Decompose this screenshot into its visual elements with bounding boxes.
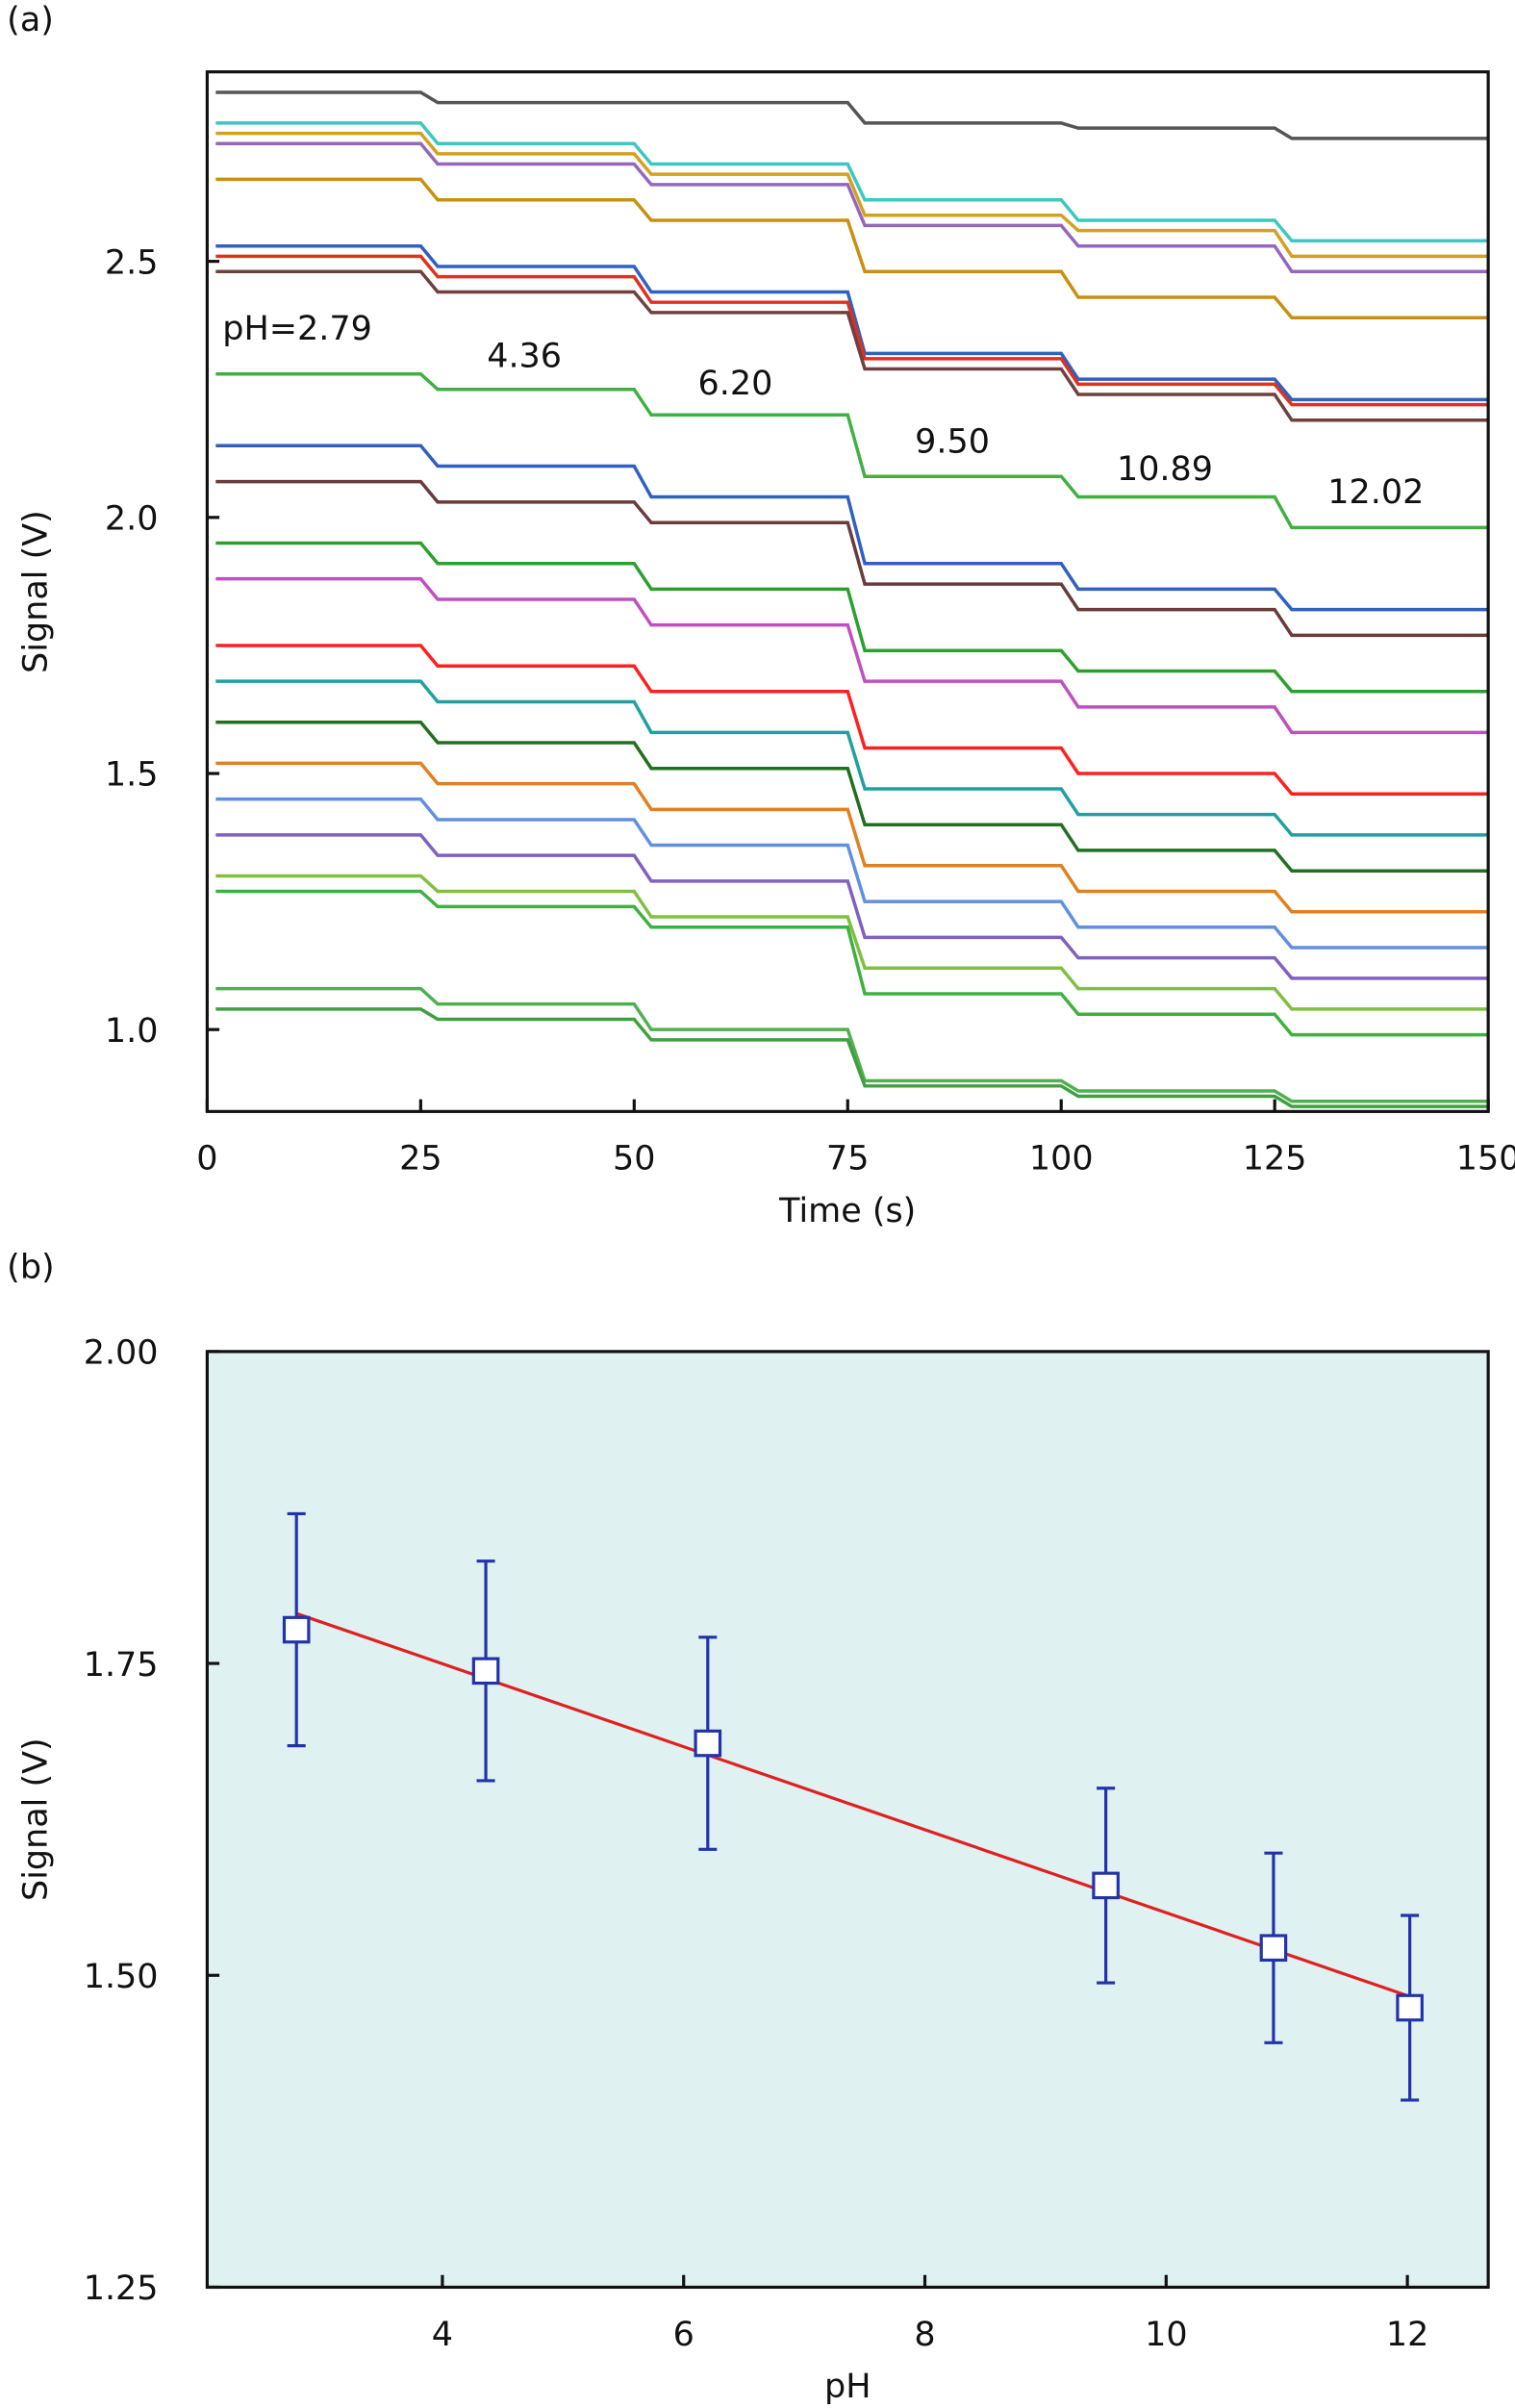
x-tick-label: 6 <box>673 2316 694 2354</box>
data-line <box>215 576 1489 735</box>
y-axis-label: Signal (V) <box>17 1737 56 1901</box>
data-line <box>215 254 1489 407</box>
data-point <box>1092 1871 1120 1900</box>
x-tick-label: 125 <box>1243 1140 1307 1179</box>
data-line <box>215 131 1489 259</box>
x-tick-label: 8 <box>914 2316 935 2354</box>
panel-label: (a) <box>7 1 54 39</box>
data-line <box>215 986 1489 1103</box>
ph-annotation: 10.89 <box>1117 450 1213 489</box>
x-tick-label: 25 <box>399 1140 442 1179</box>
data-line <box>215 1007 1489 1108</box>
data-line <box>215 269 1489 422</box>
data-point <box>471 1657 500 1686</box>
y-tick-label: 1.75 <box>84 1646 159 1685</box>
data-line <box>215 141 1489 273</box>
x-axis-label: pH <box>824 2368 871 2406</box>
data-line <box>215 720 1489 873</box>
data-point <box>282 1615 311 1644</box>
ph-annotation: pH=2.79 <box>222 310 372 348</box>
data-line <box>215 644 1489 797</box>
data-line <box>215 371 1489 530</box>
y-tick-label: 1.50 <box>84 1958 159 1996</box>
data-line <box>215 479 1489 638</box>
data-point <box>1396 1993 1424 2022</box>
data-line <box>215 177 1489 319</box>
plot-background <box>207 1351 1489 2288</box>
x-tick-label: 100 <box>1029 1140 1094 1179</box>
ph-annotation: 4.36 <box>487 337 562 375</box>
ph-annotation: 6.20 <box>698 365 773 403</box>
plot-frame <box>205 1350 1490 2290</box>
x-tick-label: 50 <box>613 1140 655 1179</box>
x-tick-label: 150 <box>1456 1140 1515 1179</box>
data-line <box>215 761 1489 914</box>
data-line <box>215 797 1489 950</box>
y-axis-label: Signal (V) <box>17 510 56 673</box>
x-tick-label: 12 <box>1386 2316 1428 2354</box>
x-tick-label: 75 <box>826 1140 869 1179</box>
data-line <box>215 889 1489 1037</box>
y-tick-label: 1.0 <box>105 1012 159 1051</box>
x-tick-label: 0 <box>196 1140 217 1179</box>
x-axis-label: Time (s) <box>778 1192 916 1230</box>
data-line <box>215 90 1489 140</box>
data-line <box>215 444 1489 612</box>
plot-frame <box>205 70 1490 1113</box>
y-tick-label: 1.25 <box>84 2269 159 2308</box>
data-line <box>215 243 1489 402</box>
data-line <box>215 679 1489 837</box>
y-tick-label: 2.5 <box>105 243 159 282</box>
data-line <box>215 541 1489 694</box>
y-tick-label: 1.5 <box>105 756 159 795</box>
x-tick-label: 4 <box>432 2316 453 2354</box>
data-line <box>215 874 1489 1011</box>
data-point <box>1259 1934 1288 1963</box>
y-tick-label: 2.00 <box>84 1334 159 1373</box>
ph-annotation: 12.02 <box>1327 473 1424 512</box>
y-tick-label: 2.0 <box>105 500 159 539</box>
ph-annotation: 9.50 <box>915 422 990 461</box>
data-line <box>215 121 1489 243</box>
data-point <box>694 1729 722 1758</box>
x-tick-label: 10 <box>1145 2316 1187 2354</box>
panel-label: (b) <box>7 1249 54 1287</box>
data-line <box>215 833 1489 980</box>
